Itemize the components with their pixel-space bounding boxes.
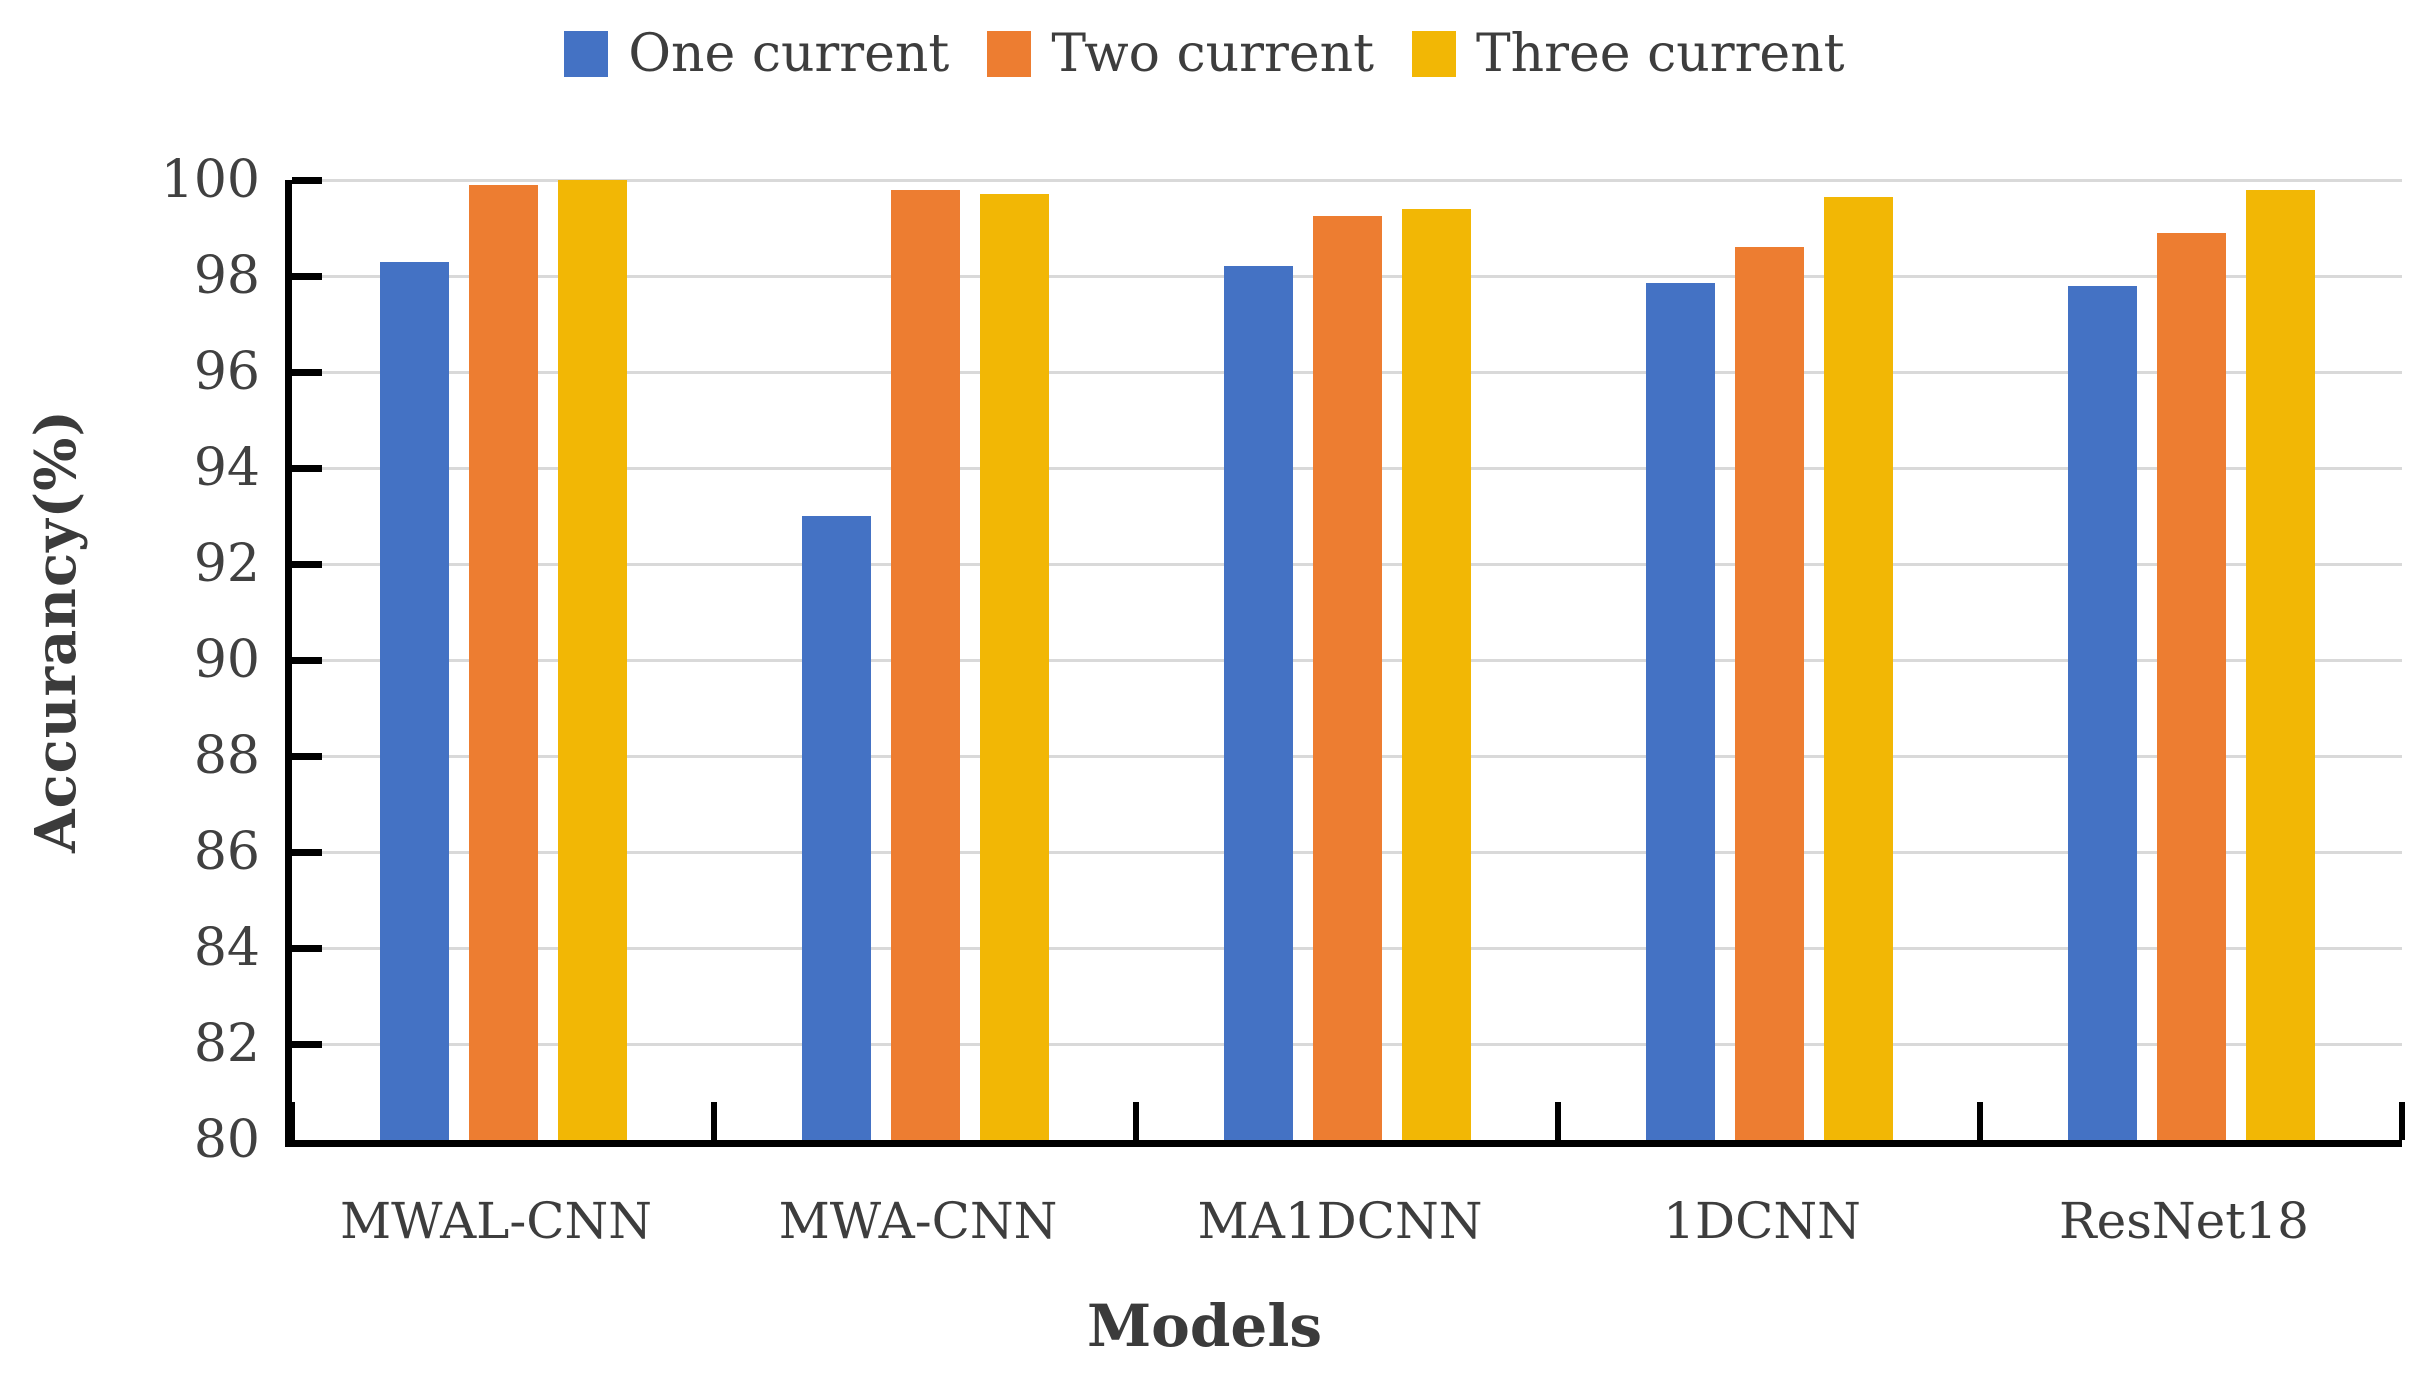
- bar-MWAL-CNN-one-current: [379, 261, 449, 1140]
- y-axis-tick: [292, 752, 322, 760]
- bar-MWA-CNN-one-current: [801, 516, 871, 1140]
- y-axis-tick-label: 82: [193, 1014, 260, 1074]
- bar-MWA-CNN-three-current: [979, 194, 1049, 1140]
- x-axis-tick: [711, 1102, 717, 1140]
- bar-1DCNN-one-current: [1645, 283, 1715, 1140]
- x-axis-category-label: MWAL-CNN: [339, 1192, 653, 1250]
- legend-swatch-icon: [1411, 31, 1456, 77]
- y-axis-tick: [292, 368, 322, 376]
- bar-ResNet18-one-current: [2067, 285, 2137, 1140]
- y-axis-tick-label: 100: [160, 150, 260, 210]
- x-axis-tick: [1133, 1102, 1139, 1140]
- x-axis-category-label: ResNet18: [2059, 1192, 2309, 1250]
- bar-MA1DCNN-three-current: [1401, 208, 1471, 1140]
- y-axis-tick-label: 90: [193, 630, 260, 690]
- y-axis-tick: [292, 944, 322, 952]
- y-axis-tick-label: 92: [193, 534, 260, 594]
- x-axis-category-label: MA1DCNN: [1197, 1192, 1483, 1250]
- y-axis-tick: [292, 848, 322, 856]
- y-axis-tick-label: 96: [193, 342, 260, 402]
- plot-area: [285, 176, 2405, 1147]
- x-axis-category-label: MWA-CNN: [778, 1192, 1058, 1250]
- y-axis-tick: [292, 1040, 322, 1048]
- x-axis-tick: [1977, 1102, 1983, 1140]
- x-axis-title: Models: [1086, 1292, 1323, 1360]
- x-axis-category-label: 1DCNN: [1663, 1192, 1861, 1250]
- x-axis-tick: [2399, 1102, 2405, 1140]
- x-axis-tick: [289, 1102, 295, 1140]
- bar-MWA-CNN-two-current: [890, 189, 960, 1140]
- legend-item: One current: [564, 28, 949, 80]
- y-axis-tick-label: 94: [193, 438, 260, 498]
- legend-swatch-icon: [987, 31, 1032, 77]
- legend-label: Three current: [1475, 24, 1845, 84]
- legend: One current Two current Three current: [0, 14, 2409, 94]
- bar-1DCNN-two-current: [1734, 247, 1804, 1140]
- bar-MA1DCNN-one-current: [1223, 266, 1293, 1140]
- y-axis-tick: [292, 464, 322, 472]
- bar-1DCNN-three-current: [1823, 196, 1893, 1140]
- y-axis-tick: [292, 656, 322, 664]
- bar-ResNet18-three-current: [2245, 189, 2315, 1140]
- legend-label: Two current: [1051, 24, 1374, 84]
- legend-item: Three current: [1411, 24, 1845, 84]
- bar-MWAL-CNN-three-current: [557, 180, 627, 1140]
- y-axis-tick-label: 80: [193, 1110, 260, 1170]
- y-axis-tick-label: 84: [193, 918, 260, 978]
- y-axis-tick-label: 88: [193, 726, 260, 786]
- gridline: [292, 178, 2402, 182]
- legend-label: One current: [628, 24, 950, 84]
- x-axis-tick: [1555, 1102, 1561, 1140]
- y-axis-tick: [292, 176, 322, 184]
- y-axis-tick-label: 98: [193, 246, 260, 306]
- bar-MA1DCNN-two-current: [1312, 216, 1382, 1140]
- y-axis-tick-label: 86: [193, 822, 260, 882]
- bar-MWAL-CNN-two-current: [468, 184, 538, 1140]
- y-axis-tick: [292, 560, 322, 568]
- legend-item: Two current: [987, 28, 1374, 80]
- bar-ResNet18-two-current: [2156, 232, 2226, 1140]
- legend-swatch-icon: [564, 31, 609, 77]
- y-axis-tick: [292, 272, 322, 280]
